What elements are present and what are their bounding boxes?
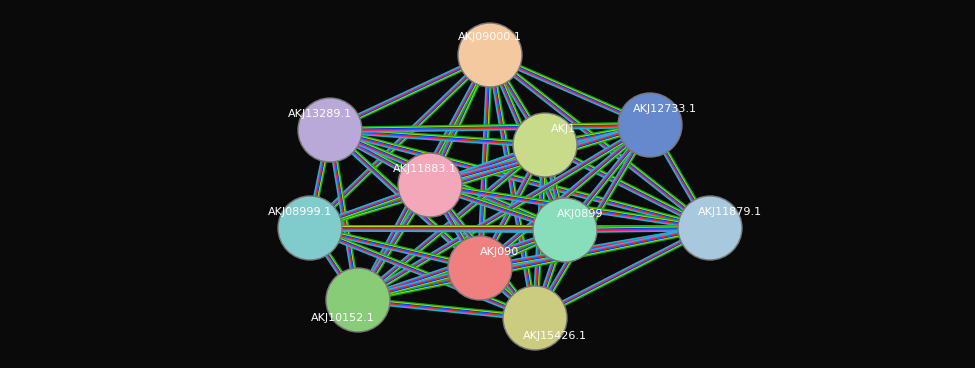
Text: AKJ08999.1: AKJ08999.1 (268, 207, 332, 217)
Text: AKJ13289.1: AKJ13289.1 (288, 109, 352, 119)
Circle shape (448, 236, 512, 300)
Circle shape (533, 198, 597, 262)
Circle shape (618, 93, 682, 157)
Circle shape (458, 23, 522, 87)
Text: AKJ11883.1: AKJ11883.1 (393, 164, 457, 174)
Text: AKJ1: AKJ1 (551, 124, 575, 134)
Text: AKJ11879.1: AKJ11879.1 (698, 207, 762, 217)
Text: AKJ0899: AKJ0899 (557, 209, 604, 219)
Text: AKJ09000.1: AKJ09000.1 (458, 32, 522, 42)
Text: AKJ15426.1: AKJ15426.1 (523, 331, 587, 341)
Circle shape (398, 153, 462, 217)
Text: AKJ12733.1: AKJ12733.1 (633, 104, 697, 114)
Circle shape (326, 268, 390, 332)
Circle shape (678, 196, 742, 260)
Text: AKJ10152.1: AKJ10152.1 (311, 313, 375, 323)
Circle shape (503, 286, 567, 350)
Circle shape (298, 98, 362, 162)
Text: AKJ090: AKJ090 (481, 247, 520, 257)
Circle shape (513, 113, 577, 177)
Circle shape (278, 196, 342, 260)
